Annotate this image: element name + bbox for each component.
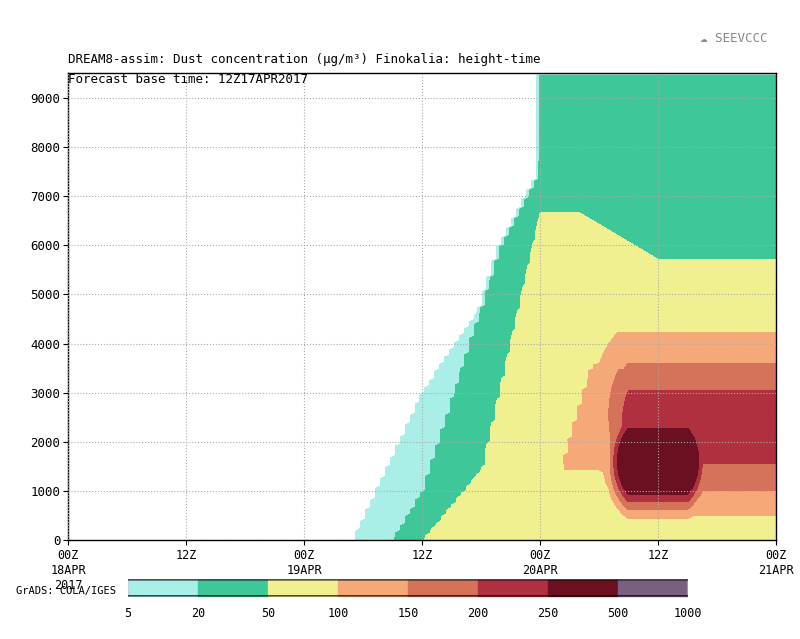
Text: 1000: 1000 — [674, 607, 702, 620]
Text: Forecast base time: 12Z17APR2017: Forecast base time: 12Z17APR2017 — [68, 73, 308, 86]
Bar — [268, 580, 338, 596]
Bar — [338, 580, 408, 596]
Text: 20: 20 — [191, 607, 205, 620]
Text: 5: 5 — [125, 607, 131, 620]
Text: 100: 100 — [327, 607, 349, 620]
Polygon shape — [90, 580, 128, 596]
Text: DREAM8-assim: Dust concentration (μg/m³) Finokalia: height-time: DREAM8-assim: Dust concentration (μg/m³)… — [68, 53, 541, 66]
Bar — [478, 580, 548, 596]
Text: 200: 200 — [467, 607, 489, 620]
Text: 500: 500 — [607, 607, 629, 620]
Bar — [408, 580, 478, 596]
Text: 150: 150 — [398, 607, 418, 620]
Text: GrADS: COLA/IGES: GrADS: COLA/IGES — [16, 586, 116, 596]
Polygon shape — [688, 580, 726, 596]
Text: 250: 250 — [538, 607, 558, 620]
Bar — [128, 580, 198, 596]
Bar — [548, 580, 618, 596]
Text: ☁ SEEVCCC: ☁ SEEVCCC — [701, 32, 768, 45]
Bar — [198, 580, 268, 596]
Bar — [618, 580, 688, 596]
Text: 50: 50 — [261, 607, 275, 620]
